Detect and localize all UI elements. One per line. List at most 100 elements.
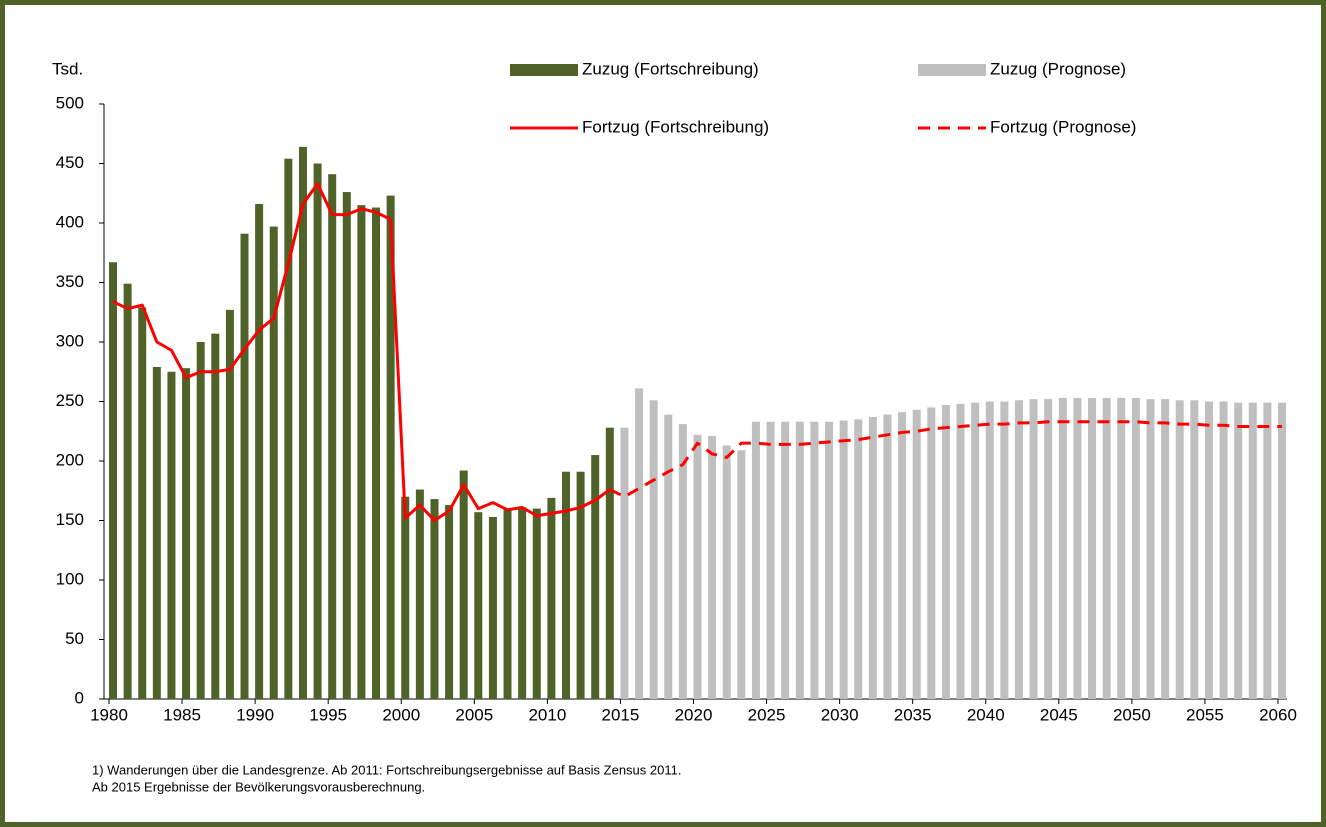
bar <box>415 489 424 699</box>
x-tick-label: 2030 <box>821 705 859 724</box>
bar <box>488 516 497 699</box>
bar <box>474 512 483 699</box>
bar <box>985 401 994 699</box>
bar <box>1263 402 1272 699</box>
bar <box>532 508 541 699</box>
bar <box>284 158 293 700</box>
y-tick-label: 100 <box>56 569 84 588</box>
x-tick-label: 2010 <box>528 705 566 724</box>
x-tick-label: 2045 <box>1040 705 1078 724</box>
bar <box>635 388 644 699</box>
bar <box>1117 397 1126 699</box>
x-tick-label: 2015 <box>602 705 640 724</box>
y-tick-label: 50 <box>65 629 84 648</box>
bar <box>167 371 176 699</box>
bar <box>737 450 746 699</box>
bar <box>1234 402 1243 699</box>
bar <box>1190 400 1199 699</box>
bar <box>620 427 629 699</box>
x-tick-label: 2040 <box>967 705 1005 724</box>
bar <box>1014 400 1023 699</box>
bar <box>883 414 892 699</box>
bar <box>1000 401 1009 699</box>
bar <box>722 445 731 699</box>
bar <box>664 414 673 699</box>
bar <box>401 496 410 699</box>
bar <box>503 508 512 699</box>
bar <box>386 195 395 699</box>
bar <box>1248 402 1257 699</box>
bar <box>576 471 585 699</box>
x-tick-label: 1985 <box>163 705 201 724</box>
bar <box>956 403 965 699</box>
bar <box>591 455 600 699</box>
bar <box>810 421 819 699</box>
bar <box>795 421 804 699</box>
x-tick-label: 2005 <box>455 705 493 724</box>
x-tick-label: 1980 <box>90 705 128 724</box>
legend-swatch <box>918 64 986 76</box>
bar <box>839 420 848 699</box>
bar <box>1175 400 1184 699</box>
bar <box>693 434 702 699</box>
bar <box>854 419 863 699</box>
bar <box>430 499 439 699</box>
x-tick-label: 2055 <box>1186 705 1224 724</box>
footnote: Ab 2015 Ergebnisse der Bevölkerungsvorau… <box>92 779 425 794</box>
bar <box>927 407 936 699</box>
bar <box>825 421 834 699</box>
x-tick-label: 2060 <box>1259 705 1297 724</box>
bar <box>445 505 454 699</box>
bar <box>298 146 307 700</box>
line <box>112 182 611 522</box>
y-tick-label: 150 <box>56 510 84 529</box>
bar <box>182 368 191 699</box>
legend-label: Fortzug (Prognose) <box>990 117 1136 136</box>
bar <box>1029 399 1038 699</box>
x-tick-label: 2020 <box>675 705 713 724</box>
bar <box>1219 401 1228 699</box>
bar <box>123 283 132 699</box>
bar <box>313 163 322 699</box>
footnote: 1) Wanderungen über die Landesgrenze. Ab… <box>92 762 681 777</box>
legend-label: Fortzug (Fortschreibung) <box>582 117 769 136</box>
x-tick-label: 2050 <box>1113 705 1151 724</box>
legend-swatch <box>510 64 578 76</box>
bar <box>868 416 877 699</box>
bar <box>912 409 921 699</box>
y-tick-label: 200 <box>56 450 84 469</box>
bar <box>459 470 468 699</box>
bar <box>1058 397 1067 699</box>
x-tick-label: 1990 <box>236 705 274 724</box>
bar <box>1088 397 1097 699</box>
bar <box>138 307 147 699</box>
bar <box>1102 397 1111 699</box>
bar <box>196 342 205 699</box>
y-tick-label: 400 <box>56 212 84 231</box>
y-unit-label: Tsd. <box>52 59 83 78</box>
bar <box>971 402 980 699</box>
x-tick-label: 2025 <box>748 705 786 724</box>
y-tick-label: 450 <box>56 153 84 172</box>
y-tick-label: 0 <box>75 688 84 707</box>
bar <box>152 366 161 699</box>
bar <box>751 421 760 699</box>
legend-label: Zuzug (Fortschreibung) <box>582 59 759 78</box>
bar <box>708 436 717 699</box>
y-tick-label: 250 <box>56 391 84 410</box>
bar <box>605 427 614 699</box>
bar <box>898 412 907 699</box>
y-tick-label: 500 <box>56 93 84 112</box>
bar <box>941 405 950 699</box>
bar <box>328 174 337 699</box>
bar <box>1278 402 1286 699</box>
bar <box>1073 397 1082 699</box>
x-tick-label: 2000 <box>382 705 420 724</box>
bar <box>781 421 790 699</box>
bar <box>1146 399 1155 699</box>
bar <box>547 497 556 699</box>
y-tick-label: 300 <box>56 331 84 350</box>
x-tick-label: 2035 <box>894 705 932 724</box>
line <box>609 420 1282 499</box>
